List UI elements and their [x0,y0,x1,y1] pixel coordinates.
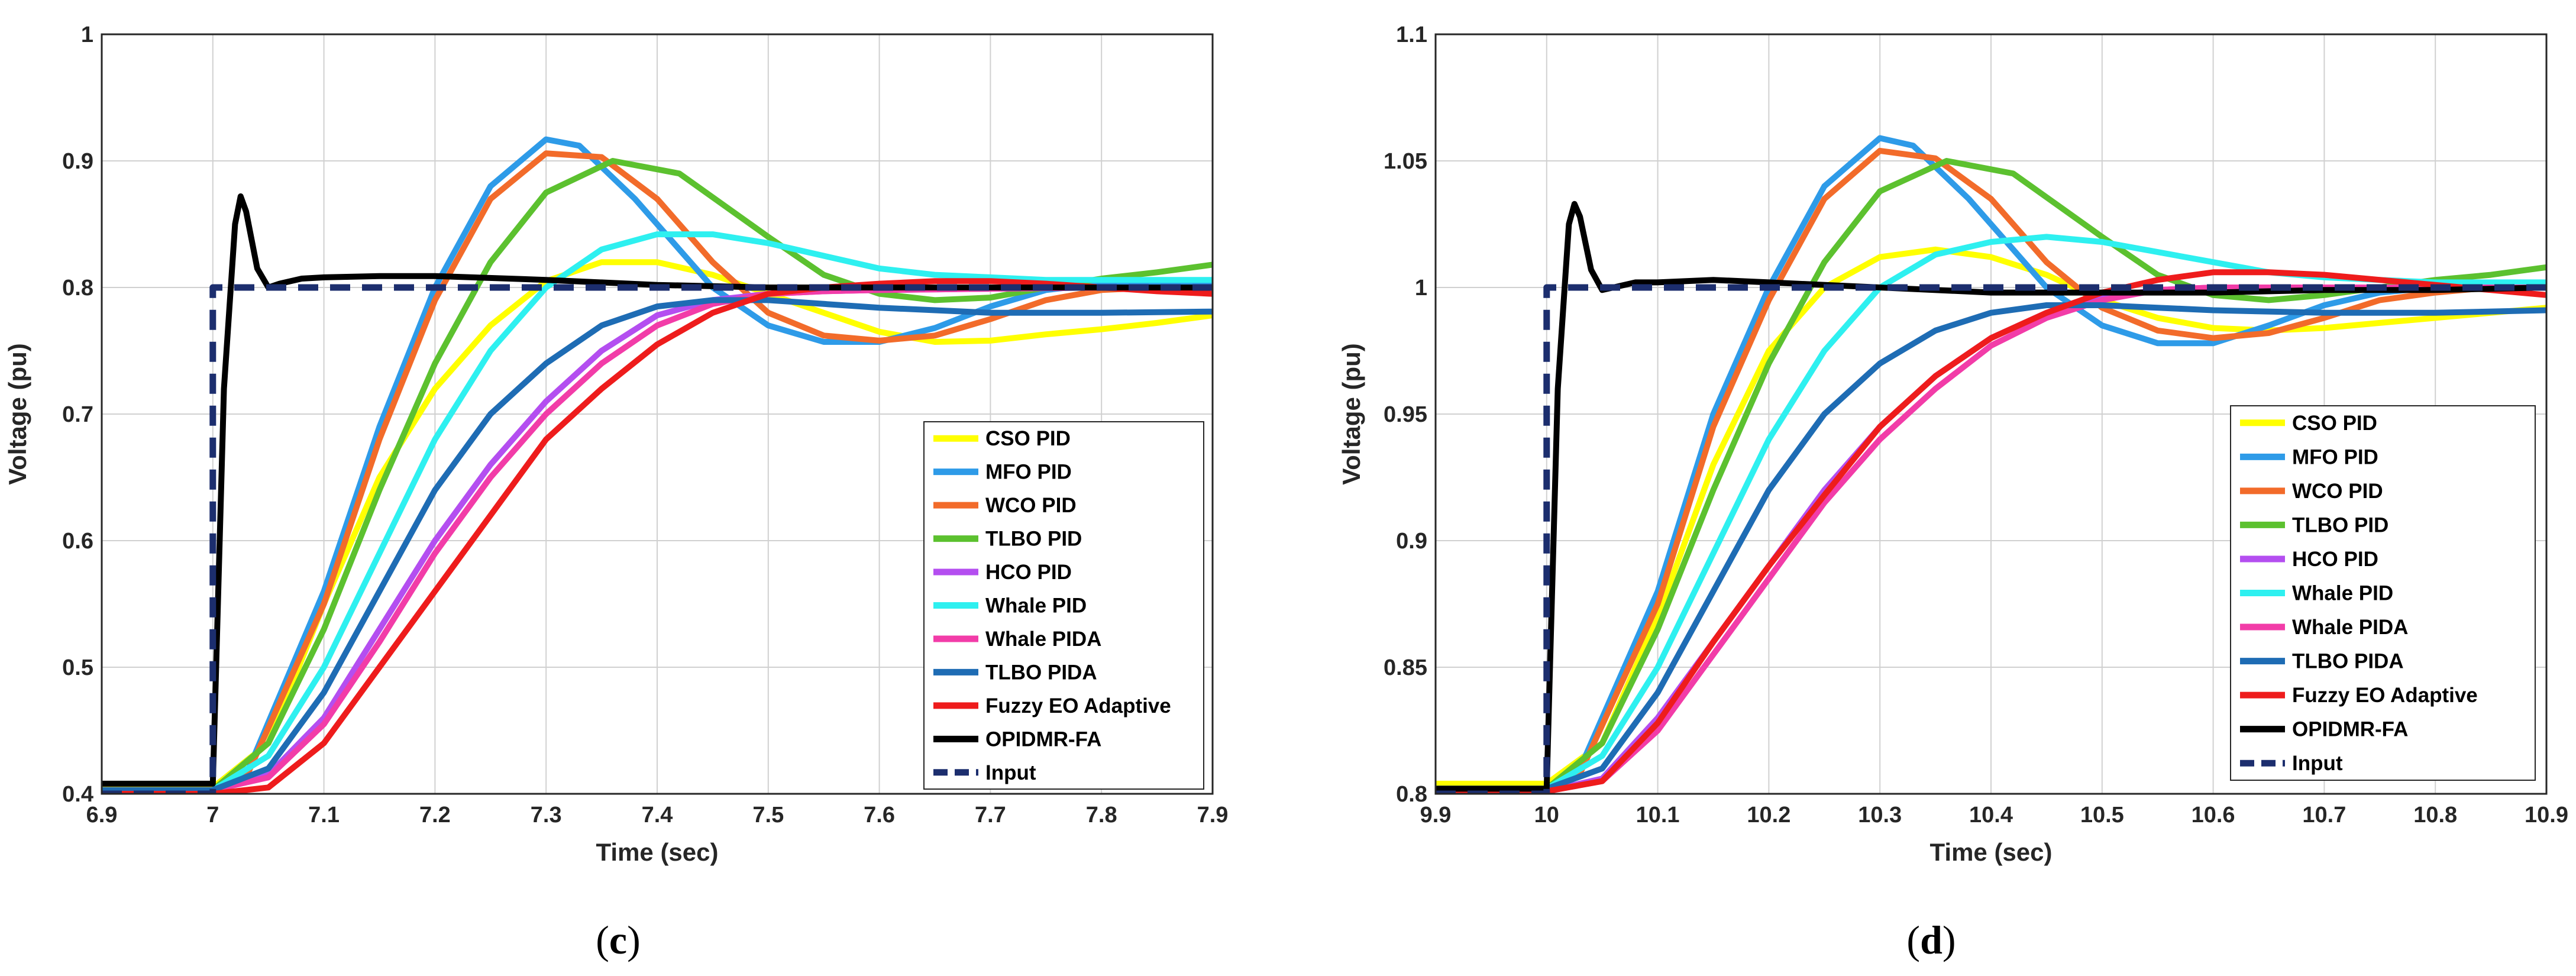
chart-d-y-tick-label: 1.1 [1396,22,1427,47]
chart-d-legend-label: OPIDMR-FA [2292,718,2408,741]
chart-d-caption-letter: d [1920,917,1942,962]
chart-d-y-tick-label: 0.95 [1384,402,1427,427]
chart-d-legend-label: HCO PID [2292,548,2378,571]
chart-c-y-tick-label: 0.5 [62,655,93,680]
chart-d-x-tick-label: 10.7 [2302,803,2346,828]
chart-d-y-tick-label: 0.85 [1384,655,1427,680]
chart-d-legend-label: CSO PID [2292,412,2377,435]
chart-d-legend-label: MFO PID [2292,445,2378,468]
chart-d-x-axis-label: Time (sec) [1930,838,2053,866]
chart-c-x-tick-label: 7.4 [642,803,673,828]
chart-c-legend-label: OPIDMR-FA [985,728,1101,751]
chart-c-legend-label: Input [985,761,1036,784]
chart-c-legend-label: Whale PIDA [985,628,1101,651]
chart-d-series-wco-pid [1436,147,2546,792]
chart-c-x-tick-label: 7.6 [864,803,895,828]
chart-c-x-tick-label: 7.2 [419,803,451,828]
chart-panel-d: 9.9 10 10.1 10.2 10.3 10.4 10.5 10.6 10.7 10.8 10.… [1337,22,2568,962]
chart-c-y-tick-label: 0.7 [62,402,93,427]
chart-c-series-wco-pid [102,150,1213,793]
chart-c-legend-label: TLBO PIDA [985,661,1097,684]
chart-d-x-tick-label: 10.1 [1636,803,1680,828]
chart-d-legend-label: Input [2292,752,2343,775]
chart-d-y-tick-label: 0.9 [1396,529,1427,554]
chart-c-x-tick-label: 7.5 [752,803,784,828]
chart-d-legend-label: TLBO PID [2292,513,2388,537]
chart-d-x-tick-label: 10.9 [2525,803,2568,828]
chart-d-legend-label: Whale PIDA [2292,616,2408,639]
chart-d-y-tick-label: 1 [1415,276,1427,300]
chart-c-legend-label: Whale PID [985,594,1087,618]
chart-d-x-tick-label: 10.6 [2192,803,2235,828]
chart-c-x-tick-label: 7.9 [1197,803,1229,828]
chart-c-y-axis-label: Voltage (pu) [4,343,31,485]
chart-c-legend-label: HCO PID [985,561,1072,584]
chart-d-x-tick-label: 10.3 [1858,803,1902,828]
chart-c-series-whale-pid [102,231,1213,793]
chart-d-series-fuzzy-eo-adaptive [1436,269,2546,794]
chart-c-x-tick-label: 7.7 [975,803,1006,828]
chart-c-series-tlbo-pida [102,297,1213,793]
chart-d-x-tick-label: 9.9 [1420,803,1452,828]
chart-d-series-input [1436,284,2546,794]
chart-c-caption-open: ( [596,917,609,962]
chart-d-caption-close: ) [1942,917,1956,962]
chart-c-legend-label: MFO PID [985,461,1072,484]
chart-d-legend-label: WCO PID [2292,480,2383,503]
chart-c-caption-close: ) [627,917,641,962]
chart-d-x-tick-label: 10 [1534,803,1559,828]
chart-c-legend-label: TLBO PID [985,528,1082,551]
chart-d-ticks: 9.9 10 10.1 10.2 10.3 10.4 10.5 10.6 10.7 10.8 10.… [1384,22,2568,828]
chart-d-series-tlbo-pida [1436,302,2546,792]
chart-c-caption: (c) [596,917,641,962]
chart-c-y-tick-label: 0.8 [62,276,93,300]
chart-c-y-tick-label: 0.4 [62,782,93,807]
chart-d-x-tick-label: 10.4 [1969,803,2013,828]
chart-c-caption-letter: c [609,917,627,962]
chart-c-y-tick-label: 0.9 [62,149,93,174]
chart-d-legend-label: Whale PID [2292,582,2393,605]
chart-c-x-tick-label: 7 [206,803,219,828]
chart-d-legend-label: Fuzzy EO Adaptive [2292,684,2478,707]
chart-c-x-axis-label: Time (sec) [596,838,719,866]
chart-d-series-cso-pid [1436,246,2546,787]
chart-c-x-tick-label: 7.8 [1086,803,1117,828]
chart-d-series-opidmr-fa [1436,201,2546,792]
chart-c-x-tick-label: 6.9 [86,803,118,828]
chart-d-x-tick-label: 10.8 [2413,803,2457,828]
chart-c-y-tick-label: 0.6 [62,529,93,554]
chart-d-plot-frame [1434,33,2548,795]
chart-c-plot-frame [101,33,1214,795]
chart-c-series [102,136,1213,794]
chart-d-y-tick-label: 0.8 [1396,782,1427,807]
chart-d-x-tick-label: 10.2 [1747,803,1790,828]
chart-c-legend-label: Fuzzy EO Adaptive [985,694,1171,718]
chart-d-legend-label: TLBO PIDA [2292,650,2404,673]
chart-c-x-tick-label: 7.1 [308,803,340,828]
chart-c-ticks: 6.9 7 7.1 7.2 7.3 7.4 7.5 7.6 7.7 7.8 7.9 0.4 0.5 0.6… [62,22,1228,828]
chart-d-series [1436,135,2546,794]
chart-d-y-tick-label: 1.05 [1384,149,1427,174]
chart-c-y-tick-label: 1 [81,22,93,47]
chart-d-x-tick-label: 10.5 [2080,803,2124,828]
chart-d-y-axis-label: Voltage (pu) [1337,343,1365,485]
chart-d-legend: CSO PID MFO PID WCO PID TLBO PID HCO PID Whal… [2230,405,2536,781]
chart-d-caption-open: ( [1906,917,1920,962]
chart-c-legend-label: WCO PID [985,494,1077,517]
chart-d-caption: (d) [1906,917,1956,962]
chart-c-legend-label: CSO PID [985,427,1071,450]
chart-panel-c: 6.9 7 7.1 7.2 7.3 7.4 7.5 7.6 7.7 7.8 7.9 0.4 0.5 0.6… [4,22,1228,962]
chart-c-legend: CSO PID MFO PID WCO PID TLBO PID HCO PID Whal… [923,421,1204,790]
chart-c-series-input [102,284,1213,794]
chart-c-series-mfo-pid [102,136,1213,793]
chart-c-series-fuzzy-eo-adaptive [102,278,1213,794]
chart-c-x-tick-label: 7.3 [531,803,562,828]
